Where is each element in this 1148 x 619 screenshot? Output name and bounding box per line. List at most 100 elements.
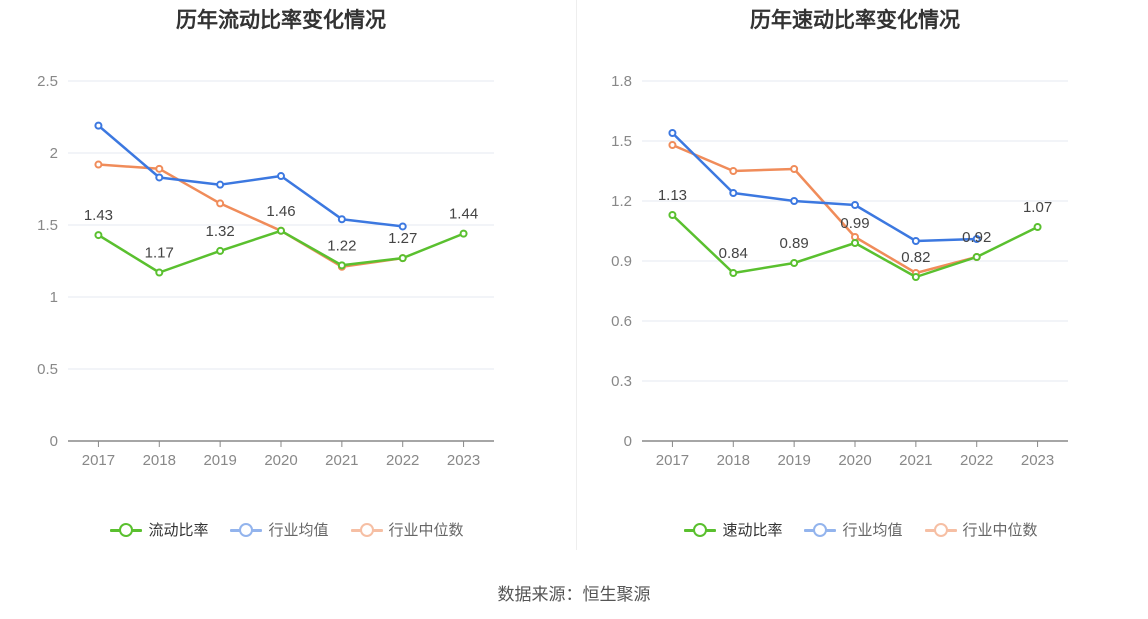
legend-item[interactable]: 流动比率 [110, 519, 208, 540]
legend-item[interactable]: 行业中位数 [350, 519, 464, 540]
legend-label: 流动比率 [148, 522, 209, 539]
data-point [790, 165, 799, 173]
x-tick-label: 2017 [656, 452, 689, 469]
current-ratio-chart-panel: 历年流动比率变化情况 0 0.5 1 1.5 2 2.5 2017 2018 2019 2020 2… [0, 0, 574, 560]
data-label: 1.32 [206, 223, 235, 240]
chart-legend: 流动比率 行业均值 行业中位数 [0, 519, 574, 540]
legend-swatch-icon [350, 522, 383, 537]
data-point [851, 201, 859, 209]
legend-label: 速动比率 [722, 522, 783, 539]
y-tick-label: 0 [50, 433, 58, 450]
quick-ratio-chart: 0 0.3 0.6 0.9 1.2 1.5 1.8 2017 2018 2019 2020 2021 2… [611, 73, 1068, 469]
data-point [155, 268, 164, 277]
y-tick-label: 0 [624, 433, 632, 450]
data-label: 1.17 [145, 245, 174, 262]
legend-swatch-icon [110, 522, 143, 537]
data-point [729, 189, 738, 197]
data-point [851, 239, 859, 247]
data-point [729, 269, 738, 277]
legend-item[interactable]: 速动比率 [684, 519, 782, 540]
y-tick-label: 0.3 [611, 373, 632, 390]
legend-swatch-icon [924, 522, 957, 537]
x-tick-label: 2018 [717, 452, 750, 469]
data-point [337, 261, 346, 270]
x-tick-label: 2018 [143, 452, 176, 469]
current-ratio-chart: 0 0.5 1 1.5 2 2.5 2017 2018 2019 2020 2021 2022 2023… [37, 73, 494, 469]
legend-label: 行业均值 [842, 522, 903, 539]
y-tick-label: 2.5 [37, 73, 58, 90]
data-label: 1.07 [1023, 199, 1052, 216]
legend-item[interactable]: 行业中位数 [924, 519, 1038, 540]
legend-item[interactable]: 行业均值 [804, 519, 903, 540]
data-point [277, 226, 285, 235]
chart-title: 历年流动比率变化情况 [176, 9, 386, 32]
data-point [94, 160, 103, 169]
data-point [94, 121, 103, 130]
data-point [216, 180, 225, 189]
x-tick-label: 2021 [325, 452, 358, 469]
panel-divider [576, 0, 577, 550]
y-tick-label: 1.5 [611, 133, 632, 150]
x-tick-label: 2019 [203, 452, 236, 469]
data-label: 0.82 [901, 249, 930, 266]
x-tick-label: 2023 [447, 452, 480, 469]
y-tick-label: 0.6 [611, 313, 632, 330]
y-tick-label: 1.8 [611, 73, 632, 90]
data-point [459, 229, 468, 238]
data-label: 0.99 [840, 215, 869, 232]
data-point [668, 211, 677, 219]
x-tick-label: 2017 [82, 452, 115, 469]
data-point [911, 237, 920, 245]
data-point [94, 231, 103, 240]
data-point [729, 167, 738, 175]
data-label: 1.22 [327, 237, 356, 254]
x-tick-label: 2020 [264, 452, 297, 469]
chart-title: 历年速动比率变化情况 [750, 9, 960, 32]
data-point [216, 246, 225, 255]
chart-legend: 速动比率 行业均值 行业中位数 [574, 519, 1148, 540]
quick-ratio-chart-panel: 历年速动比率变化情况 0 0.3 0.6 0.9 1.2 1.5 1.8 2017 2018 20… [574, 0, 1148, 560]
data-point [398, 222, 407, 231]
data-point [911, 273, 920, 281]
y-tick-label: 2 [50, 145, 58, 162]
y-tick-label: 1.5 [37, 217, 58, 234]
data-point [790, 197, 799, 205]
data-point [216, 199, 225, 208]
data-point [972, 235, 981, 243]
legend-item[interactable]: 行业均值 [230, 519, 329, 540]
x-tick-label: 2022 [960, 452, 993, 469]
data-point [337, 215, 346, 224]
data-label: 1.44 [449, 206, 478, 223]
data-label: 0.92 [962, 229, 991, 246]
data-label: 1.27 [388, 230, 417, 247]
legend-label: 行业均值 [268, 522, 329, 539]
legend-label: 行业中位数 [962, 522, 1038, 539]
series-line-行业均值 [671, 132, 977, 243]
data-source-note: 数据来源：恒生聚源 [497, 585, 651, 604]
x-tick-label: 2020 [838, 452, 871, 469]
legend-swatch-icon [684, 522, 717, 537]
data-point [155, 173, 164, 182]
data-label: 1.43 [84, 207, 113, 224]
data-point [668, 129, 677, 137]
legend-swatch-icon [230, 522, 263, 537]
data-point [277, 172, 285, 181]
x-tick-label: 2023 [1021, 452, 1054, 469]
data-point [790, 259, 799, 267]
data-label: 0.89 [780, 235, 809, 252]
legend-swatch-icon [804, 522, 837, 537]
data-label: 0.84 [719, 245, 748, 262]
data-label: 1.46 [266, 203, 295, 220]
data-point [972, 253, 981, 261]
y-tick-label: 1.2 [611, 193, 632, 210]
y-tick-label: 0.5 [37, 361, 58, 378]
data-point [398, 254, 407, 263]
data-label: 1.13 [658, 187, 687, 204]
legend-label: 行业中位数 [388, 522, 464, 539]
data-point [1033, 223, 1042, 231]
x-tick-label: 2021 [899, 452, 932, 469]
data-point [155, 164, 164, 173]
series-line-行业均值 [97, 124, 403, 228]
x-tick-label: 2022 [386, 452, 419, 469]
y-tick-label: 1 [50, 289, 58, 306]
